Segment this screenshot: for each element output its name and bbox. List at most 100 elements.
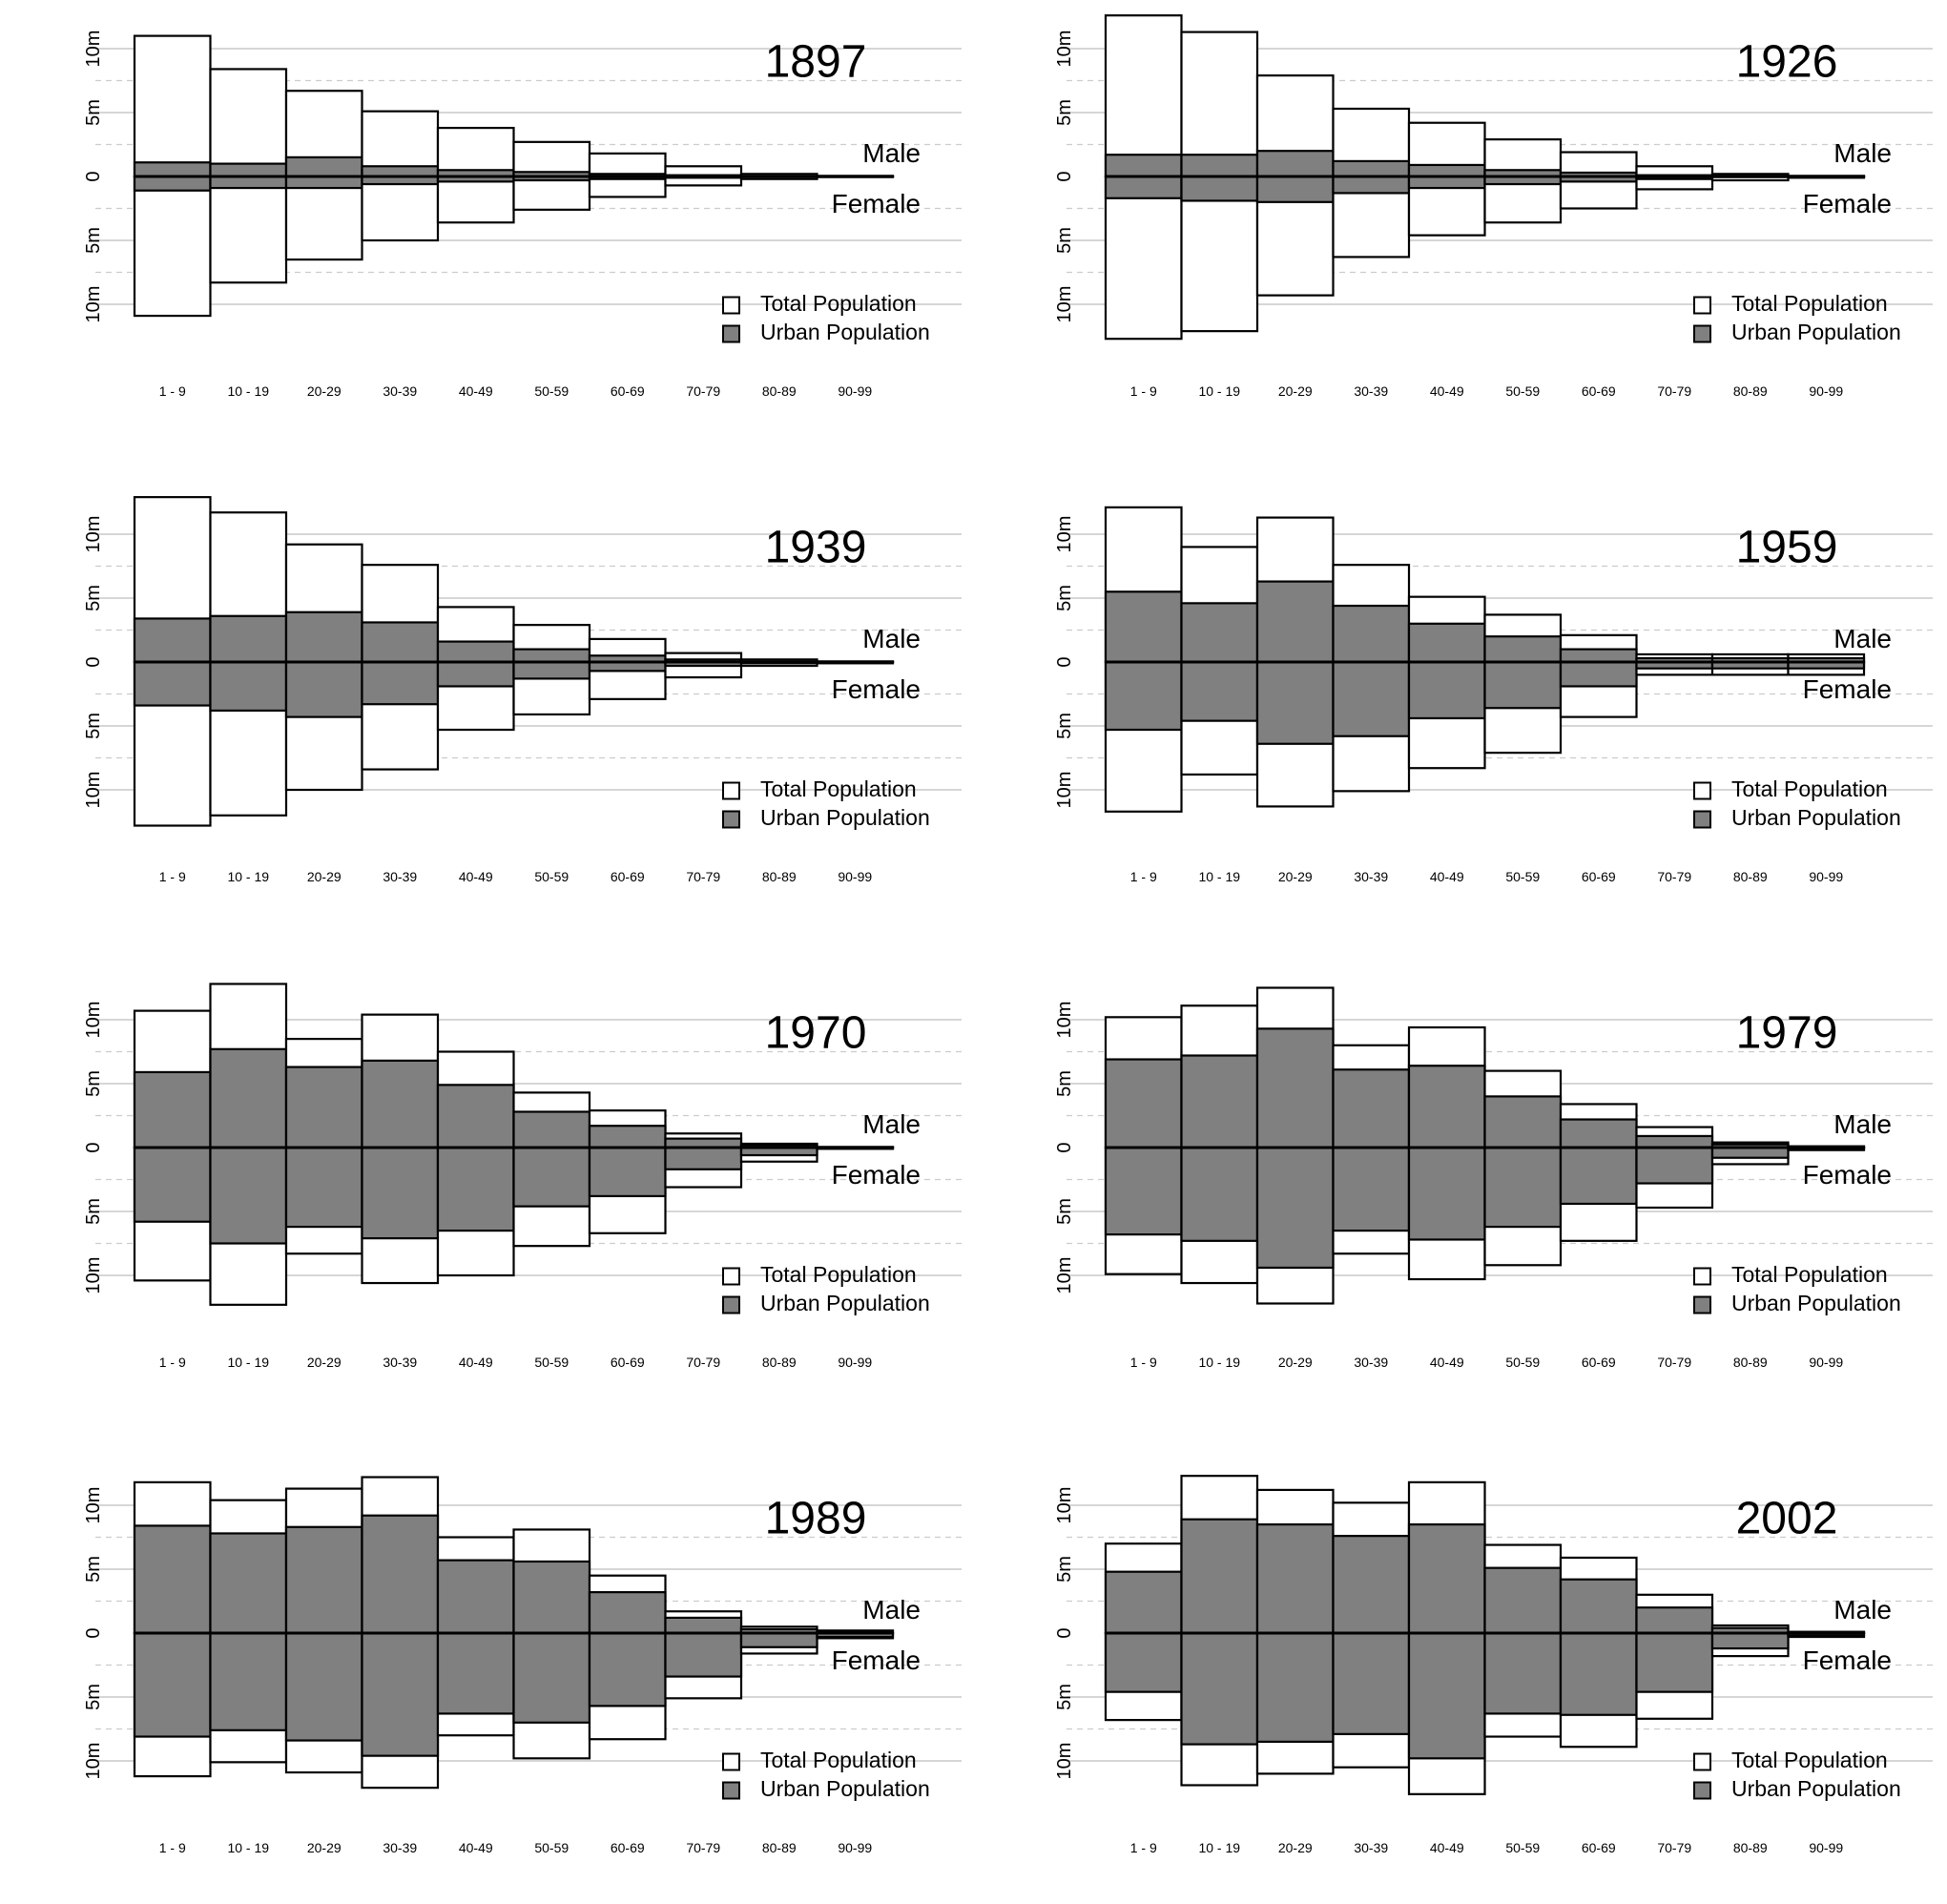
y-tick-label: 5m	[83, 585, 104, 611]
legend-total-swatch	[1693, 781, 1711, 800]
x-tick-label: 20-29	[307, 869, 342, 884]
legend-total-swatch	[722, 781, 740, 800]
bar-urban-male	[436, 1559, 515, 1635]
x-tick-label: 70-79	[1657, 1355, 1691, 1370]
x-tick-label: 60-69	[611, 1840, 645, 1855]
legend-urban-label: Urban Population	[760, 1776, 930, 1801]
y-tick-label: 10m	[83, 1257, 104, 1294]
x-tick-label: 80-89	[762, 1355, 797, 1370]
x-tick-label: 90-99	[1809, 1840, 1843, 1855]
bar-urban-female	[1332, 1631, 1411, 1735]
bar-urban-female	[664, 1146, 743, 1170]
x-tick-label: 20-29	[307, 1355, 342, 1370]
bar-urban-female	[133, 1146, 212, 1223]
x-tick-label: 20-29	[307, 1840, 342, 1855]
legend-total-swatch	[722, 296, 740, 315]
x-tick-label: 80-89	[1733, 1355, 1768, 1370]
x-tick-label: 90-99	[838, 1355, 872, 1370]
y-tick-label: 10m	[83, 1002, 104, 1039]
x-tick-label: 1 - 9	[159, 1355, 186, 1370]
y-tick-label: 5m	[83, 99, 104, 126]
female-label: Female	[1803, 189, 1892, 218]
x-tick-label: 30-39	[1354, 1840, 1388, 1855]
bar-urban-male	[1332, 604, 1411, 664]
y-tick-label: 5m	[1054, 585, 1075, 611]
chart-title: 1939	[765, 523, 867, 573]
bar-urban-male	[436, 1084, 515, 1149]
bar-urban-male	[1559, 1578, 1638, 1635]
legend-urban-swatch	[722, 1781, 740, 1800]
x-tick-label: 10 - 19	[227, 383, 269, 399]
female-label: Female	[832, 189, 921, 218]
bar-urban-male	[1255, 150, 1335, 178]
bar-urban-female	[1710, 1631, 1790, 1650]
chart-panel-1989: 10m 5m 0 5m 10m 1 - 9 10 - 19 20-29 30-39 40-49 50…	[83, 1476, 962, 1855]
chart-title: 1959	[1736, 523, 1838, 573]
bar-urban-female	[361, 1631, 440, 1757]
x-tick-label: 30-39	[383, 869, 417, 884]
x-tick-label: 70-79	[1657, 869, 1691, 884]
bar-urban-female	[1332, 660, 1411, 737]
bar-total-female	[512, 175, 591, 211]
legend-total-label: Total Population	[760, 1748, 917, 1772]
legend-urban-label: Urban Population	[1731, 320, 1901, 344]
x-tick-label: 40-49	[459, 1840, 493, 1855]
bar-total-female	[361, 175, 440, 242]
x-tick-label: 90-99	[1809, 383, 1843, 399]
bar-urban-female	[1180, 660, 1259, 722]
bar-urban-male	[1635, 1134, 1714, 1149]
bar-urban-female	[284, 660, 363, 718]
bar-urban-male	[1483, 635, 1563, 664]
y-tick-label: 5m	[1054, 1070, 1075, 1097]
legend-total-label: Total Population	[760, 1262, 917, 1287]
male-label: Male	[1833, 1595, 1892, 1625]
chart-panel-1897: 10m 5m 0 5m 10m 1 - 9 10 - 19 20-29 30-39 40-49 50…	[83, 31, 962, 399]
chart-panel-2002: 10m 5m 0 5m 10m 1 - 9 10 - 19 20-29 30-39 40-49 50…	[1054, 1475, 1933, 1855]
legend-urban-label: Urban Population	[1731, 1291, 1901, 1315]
y-tick-label: 5m	[83, 1556, 104, 1583]
x-tick-label: 70-79	[1657, 1840, 1691, 1855]
male-label: Male	[862, 138, 921, 168]
bar-urban-male	[1104, 1058, 1183, 1149]
bar-total-male	[512, 140, 591, 178]
legend-urban-swatch	[722, 810, 740, 829]
x-tick-label: 10 - 19	[1198, 1355, 1240, 1370]
legend-total-swatch	[1693, 296, 1711, 315]
bar-urban-male	[209, 162, 288, 178]
x-tick-label: 20-29	[1278, 869, 1313, 884]
x-tick-label: 50-59	[1505, 1355, 1540, 1370]
chart-panel-1959: 10m 5m 0 5m 10m 1 - 9 10 - 19 20-29 30-39 40-49 50…	[1054, 506, 1933, 884]
y-tick-label: 5m	[1054, 227, 1075, 254]
bar-total-female	[1104, 175, 1183, 341]
y-tick-label: 10m	[1054, 772, 1075, 809]
bar-urban-female	[512, 1146, 591, 1208]
legend-total-swatch	[1693, 1267, 1711, 1286]
bar-urban-female	[1483, 1631, 1563, 1715]
bar-urban-male	[1407, 1522, 1486, 1635]
x-tick-label: 10 - 19	[1198, 383, 1240, 399]
bar-urban-female	[1407, 660, 1486, 720]
x-tick-label: 30-39	[1354, 383, 1388, 399]
y-tick-label: 0	[83, 1627, 104, 1638]
x-tick-label: 30-39	[1354, 869, 1388, 884]
legend-urban-swatch	[1693, 810, 1711, 829]
y-tick-label: 5m	[1054, 1684, 1075, 1710]
x-tick-label: 1 - 9	[1130, 1840, 1157, 1855]
bar-urban-male	[436, 640, 515, 664]
bar-urban-female	[1332, 1146, 1411, 1232]
bar-urban-female	[1255, 1631, 1335, 1744]
bar-total-female	[209, 175, 288, 284]
bar-urban-male	[133, 617, 212, 664]
bar-urban-male	[1332, 159, 1411, 178]
bar-urban-male	[1407, 622, 1486, 664]
y-tick-label: 5m	[1054, 713, 1075, 739]
bar-urban-male	[361, 165, 440, 178]
bar-urban-female	[436, 660, 515, 688]
y-tick-label: 5m	[83, 1198, 104, 1225]
legend-total-swatch	[1693, 1752, 1711, 1771]
bar-urban-male	[1483, 1095, 1563, 1149]
x-tick-label: 60-69	[611, 869, 645, 884]
y-tick-label: 5m	[1054, 1556, 1075, 1583]
bar-urban-male	[1104, 590, 1183, 664]
x-tick-label: 20-29	[307, 383, 342, 399]
